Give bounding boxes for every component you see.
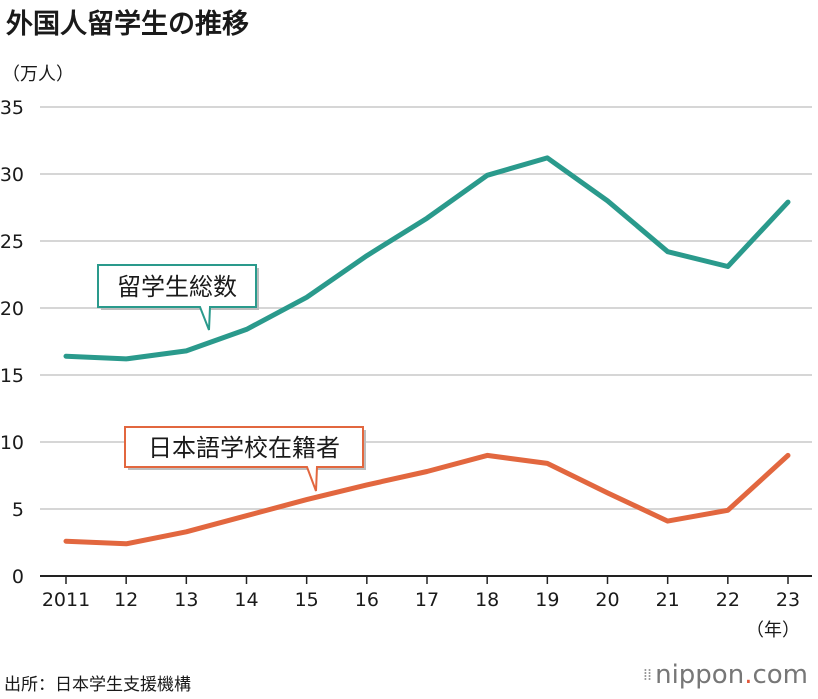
x-tick-label: 21 (656, 589, 680, 611)
x-tick-label: 14 (234, 589, 258, 611)
chart-title: 外国人留学生の推移 (6, 9, 249, 40)
logo-dot: . (744, 660, 753, 690)
y-tick-label: 20 (0, 298, 24, 320)
y-tick-label: 25 (0, 231, 24, 253)
legend-callout-total: 留学生総数 (97, 264, 259, 331)
y-axis-unit: （万人） (2, 64, 74, 85)
y-tick-label: 15 (0, 365, 24, 387)
y-tick-label: 30 (0, 164, 24, 186)
logo-tld: com (752, 660, 808, 690)
x-axis-unit: （年） (746, 620, 800, 641)
x-tick-label: 18 (475, 589, 499, 611)
x-tick-label: 12 (114, 589, 138, 611)
y-tick-label: 0 (12, 566, 24, 588)
legend-callout-language-school: 日本語学校在籍者 (124, 426, 366, 492)
x-tick-label: 23 (776, 589, 800, 611)
x-tick-label: 16 (355, 589, 379, 611)
x-tick-label: 20 (595, 589, 619, 611)
y-tick-label: 5 (12, 499, 24, 521)
x-tick-label: 15 (295, 589, 319, 611)
series-name-label: 留学生総数 (117, 273, 237, 301)
nippon-logo: ⁞⁞ nippon.com (643, 660, 808, 690)
logo-main: nippon (655, 660, 745, 690)
source-note: 出所：日本学生支援機構 (4, 675, 191, 695)
x-tick-label: 2011 (42, 589, 90, 611)
x-tick-label: 22 (716, 589, 740, 611)
callout-box (97, 264, 257, 331)
x-tick-label: 19 (535, 589, 559, 611)
series-line-total (63, 155, 791, 362)
y-tick-label: 35 (0, 97, 24, 119)
x-tick-label: 17 (415, 589, 439, 611)
y-tick-label: 10 (0, 432, 24, 454)
x-tick-label: 13 (174, 589, 198, 611)
callout-box (124, 426, 364, 492)
logo-dots-icon: ⁞⁞ (642, 665, 652, 684)
series-name-label: 日本語学校在籍者 (148, 434, 340, 462)
